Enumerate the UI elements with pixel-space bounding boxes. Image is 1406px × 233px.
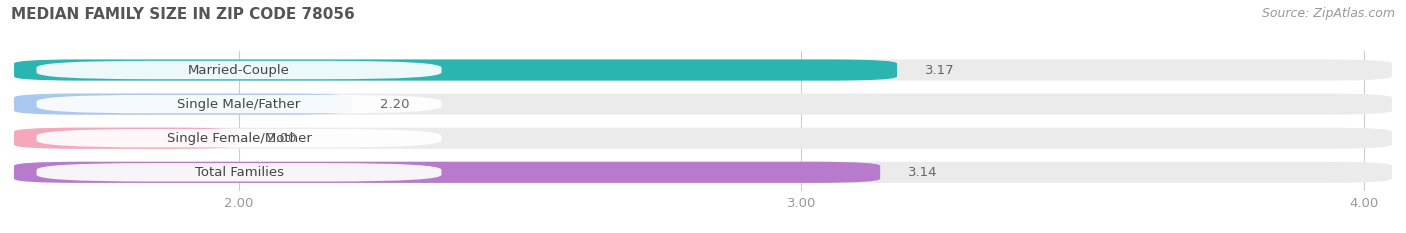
Text: Single Female/Mother: Single Female/Mother — [166, 132, 312, 145]
FancyBboxPatch shape — [14, 93, 352, 115]
FancyBboxPatch shape — [37, 61, 441, 79]
FancyBboxPatch shape — [14, 128, 1392, 149]
FancyBboxPatch shape — [37, 129, 441, 147]
FancyBboxPatch shape — [37, 95, 441, 113]
Text: MEDIAN FAMILY SIZE IN ZIP CODE 78056: MEDIAN FAMILY SIZE IN ZIP CODE 78056 — [11, 7, 354, 22]
FancyBboxPatch shape — [14, 162, 880, 183]
Text: 2.20: 2.20 — [380, 98, 409, 111]
Text: Married-Couple: Married-Couple — [188, 64, 290, 76]
Text: Total Families: Total Families — [194, 166, 284, 179]
FancyBboxPatch shape — [14, 162, 1392, 183]
Text: 3.17: 3.17 — [925, 64, 955, 76]
FancyBboxPatch shape — [37, 163, 441, 182]
Text: Single Male/Father: Single Male/Father — [177, 98, 301, 111]
FancyBboxPatch shape — [14, 93, 1392, 115]
Text: Source: ZipAtlas.com: Source: ZipAtlas.com — [1261, 7, 1395, 20]
FancyBboxPatch shape — [14, 59, 897, 81]
FancyBboxPatch shape — [14, 59, 1392, 81]
FancyBboxPatch shape — [14, 128, 239, 149]
Text: 3.14: 3.14 — [908, 166, 938, 179]
Text: 2.00: 2.00 — [267, 132, 297, 145]
